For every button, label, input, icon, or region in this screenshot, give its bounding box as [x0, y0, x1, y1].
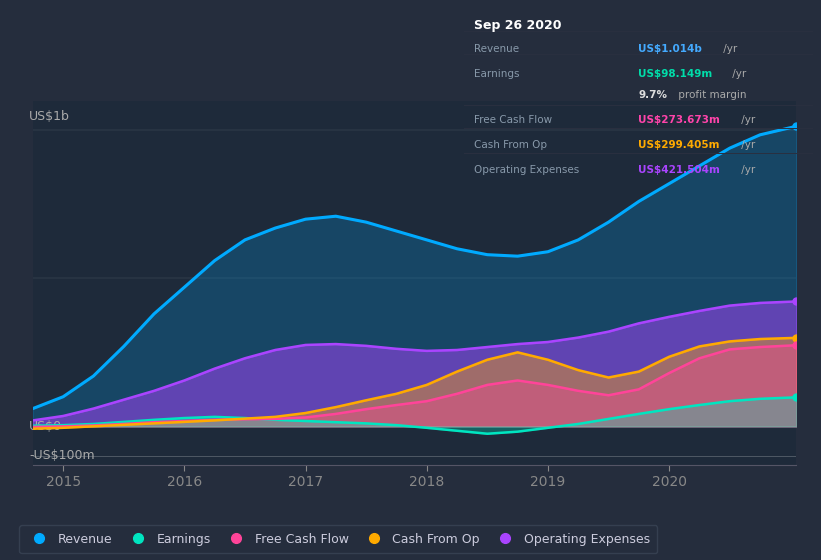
- Text: US$1b: US$1b: [29, 110, 70, 123]
- Text: Free Cash Flow: Free Cash Flow: [475, 115, 553, 125]
- Text: US$98.149m: US$98.149m: [639, 69, 713, 79]
- Legend: Revenue, Earnings, Free Cash Flow, Cash From Op, Operating Expenses: Revenue, Earnings, Free Cash Flow, Cash …: [20, 525, 657, 553]
- Text: /yr: /yr: [738, 140, 755, 150]
- Text: Earnings: Earnings: [475, 69, 520, 79]
- Text: -US$100m: -US$100m: [29, 450, 94, 463]
- Text: /yr: /yr: [738, 165, 755, 175]
- Text: Cash From Op: Cash From Op: [475, 140, 548, 150]
- Text: Operating Expenses: Operating Expenses: [475, 165, 580, 175]
- Text: US$299.405m: US$299.405m: [639, 140, 720, 150]
- Text: US$273.673m: US$273.673m: [639, 115, 720, 125]
- Text: /yr: /yr: [720, 44, 737, 54]
- Text: US$0: US$0: [29, 420, 62, 433]
- Text: US$421.504m: US$421.504m: [639, 165, 720, 175]
- Text: profit margin: profit margin: [675, 91, 746, 100]
- Text: 9.7%: 9.7%: [639, 91, 667, 100]
- Text: US$1.014b: US$1.014b: [639, 44, 702, 54]
- Text: Revenue: Revenue: [475, 44, 520, 54]
- Text: Sep 26 2020: Sep 26 2020: [475, 20, 562, 32]
- Text: /yr: /yr: [738, 115, 755, 125]
- Text: /yr: /yr: [729, 69, 746, 79]
